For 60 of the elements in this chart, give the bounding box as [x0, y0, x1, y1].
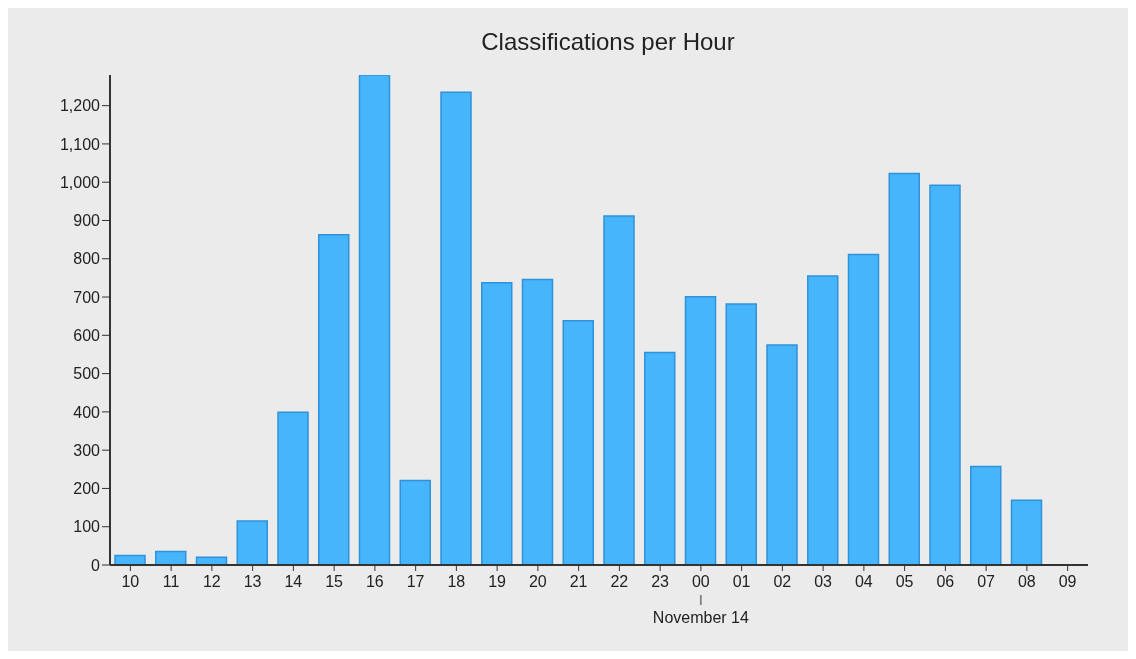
bar — [399, 479, 431, 565]
x-tick-label: 00 — [691, 573, 710, 590]
bar — [766, 344, 798, 565]
y-tick-label: 600 — [73, 326, 101, 344]
x-tick-label: 20 — [528, 573, 547, 590]
x-tick-label: 15 — [325, 573, 344, 590]
y-tick-label: 1,100 — [59, 135, 101, 153]
x-tick-label: 08 — [1017, 573, 1036, 590]
y-tick-label: 1,200 — [59, 97, 101, 115]
annotation: November 14 — [652, 609, 749, 626]
bar — [562, 320, 594, 565]
bar — [847, 253, 880, 565]
x-tick-label: 07 — [977, 573, 996, 590]
y-tick-label: 200 — [73, 480, 101, 498]
bar — [603, 215, 635, 565]
y-tick-label: 800 — [73, 250, 101, 268]
x-tick-label: 16 — [365, 573, 384, 590]
x-tick-label: 09 — [1058, 573, 1077, 590]
x-tick-label: 12 — [202, 573, 221, 590]
y-tick-label: 1,000 — [59, 173, 101, 191]
bar — [929, 184, 961, 565]
y-tick-label: 0 — [91, 556, 101, 574]
y-tick-label: 100 — [73, 518, 101, 536]
bar — [358, 75, 391, 565]
x-tick-label: 13 — [243, 573, 262, 590]
x-tick-label: 17 — [406, 573, 425, 590]
y-tick-label: 500 — [73, 365, 101, 383]
x-tick-label: 02 — [773, 573, 792, 590]
x-tick-label: 01 — [732, 573, 751, 590]
bar — [236, 520, 268, 565]
bar — [970, 465, 1002, 565]
x-tick-label: 18 — [447, 573, 466, 590]
x-tick-label: 11 — [162, 573, 180, 590]
bar — [1010, 499, 1043, 565]
bar — [888, 172, 920, 565]
bar — [684, 295, 717, 565]
x-tick-label: 21 — [569, 573, 588, 590]
x-tick-label: 23 — [651, 573, 670, 590]
y-tick-label: 700 — [73, 288, 101, 306]
bar — [481, 282, 513, 565]
x-tick-label: 19 — [488, 573, 507, 590]
x-tick-label: 14 — [284, 573, 303, 590]
y-tick-label: 900 — [73, 212, 101, 230]
bar — [277, 411, 309, 565]
bar — [644, 351, 676, 565]
bar — [521, 278, 554, 565]
bar — [318, 233, 350, 565]
bar — [155, 550, 187, 565]
x-tick-label: 06 — [936, 573, 955, 590]
chart-title: Classifications per Hour — [480, 28, 736, 56]
y-tick-label: 300 — [73, 441, 101, 459]
x-tick-label: 22 — [610, 573, 629, 590]
bar — [807, 275, 839, 565]
x-tick-label: 10 — [121, 573, 140, 590]
bar — [440, 91, 472, 565]
bar — [725, 303, 757, 565]
y-tick-label: 400 — [73, 403, 101, 421]
x-tick-label: 04 — [854, 573, 873, 590]
x-tick-label: 03 — [814, 573, 833, 590]
x-tick-label: 05 — [895, 573, 914, 590]
